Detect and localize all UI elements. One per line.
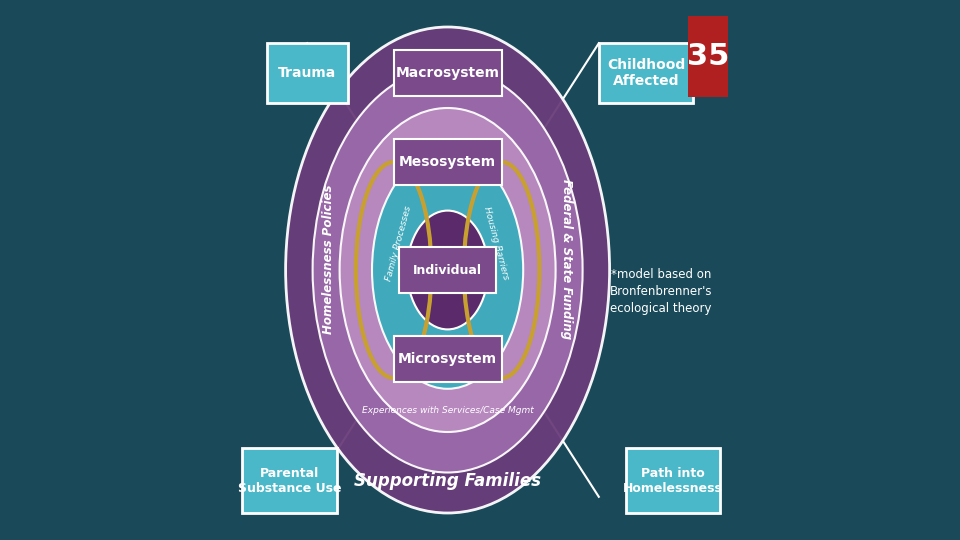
FancyBboxPatch shape <box>688 16 729 97</box>
Text: Individual: Individual <box>413 264 482 276</box>
Text: *model based on
Bronfenbrenner's
ecological theory: *model based on Bronfenbrenner's ecologi… <box>610 268 712 315</box>
Text: Federal & State Funding: Federal & State Funding <box>560 179 573 339</box>
Text: Microsystem: Microsystem <box>398 352 497 366</box>
Text: Supporting Families: Supporting Families <box>354 471 541 490</box>
Text: Macrosystem: Macrosystem <box>396 66 499 80</box>
Text: 35: 35 <box>686 42 729 71</box>
Text: Mesosystem: Mesosystem <box>399 155 496 169</box>
FancyBboxPatch shape <box>267 43 348 103</box>
Text: Homelessness Policies: Homelessness Policies <box>323 185 335 334</box>
Text: Childhood
Affected: Childhood Affected <box>607 58 685 88</box>
Ellipse shape <box>286 27 610 513</box>
Text: Parental
Substance Use: Parental Substance Use <box>238 467 342 495</box>
Text: Experiences with Services/Case Mgmt: Experiences with Services/Case Mgmt <box>362 406 534 415</box>
FancyBboxPatch shape <box>394 50 501 96</box>
Ellipse shape <box>340 108 556 432</box>
Ellipse shape <box>313 68 583 472</box>
FancyBboxPatch shape <box>394 336 501 382</box>
FancyBboxPatch shape <box>394 139 501 185</box>
FancyBboxPatch shape <box>626 448 720 513</box>
FancyBboxPatch shape <box>399 247 496 293</box>
Ellipse shape <box>372 151 523 389</box>
FancyBboxPatch shape <box>599 43 693 103</box>
Text: Path into
Homelessness: Path into Homelessness <box>623 467 723 495</box>
Text: Family Processes: Family Processes <box>385 205 414 281</box>
Ellipse shape <box>407 211 488 329</box>
FancyBboxPatch shape <box>242 448 337 513</box>
Text: Housing Barriers: Housing Barriers <box>482 206 511 280</box>
Text: Trauma: Trauma <box>278 66 336 80</box>
